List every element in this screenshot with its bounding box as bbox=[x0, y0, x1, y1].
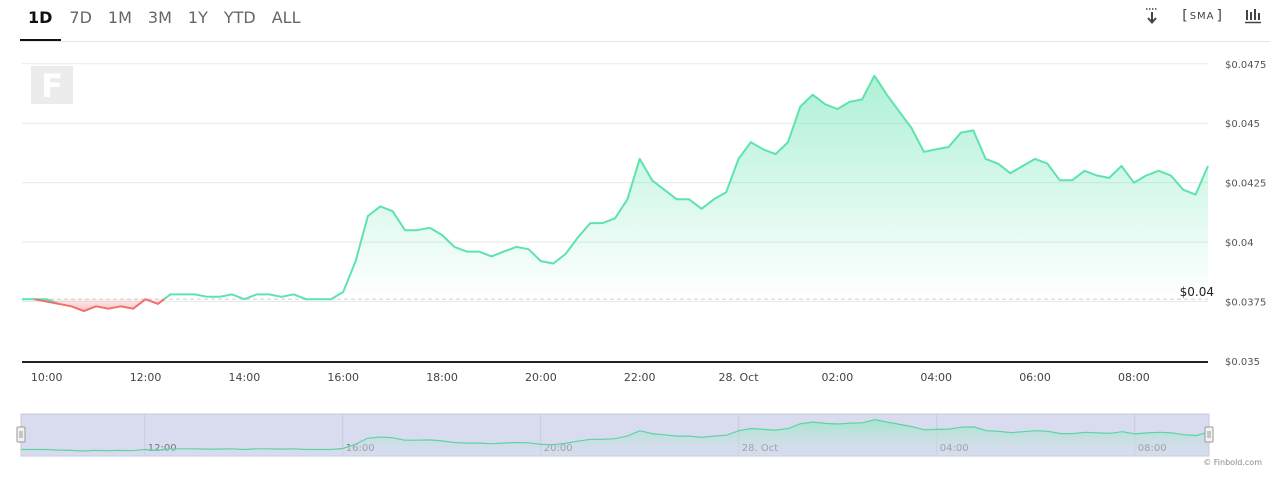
area-above-baseline bbox=[164, 75, 1209, 300]
x-tick-label: 12:00 bbox=[130, 371, 162, 384]
navigator-tick-label: 12:00 bbox=[148, 443, 177, 454]
price-line-down bbox=[34, 298, 165, 313]
tab-1m[interactable]: 1M bbox=[107, 8, 132, 27]
tab-1y[interactable]: 1Y bbox=[187, 8, 208, 27]
x-tick-label: 16:00 bbox=[327, 371, 359, 384]
y-tick-label: $0.0425 bbox=[1225, 179, 1266, 190]
x-tick-label: 28. Oct bbox=[719, 371, 760, 384]
navigator-line bbox=[21, 418, 1210, 452]
x-tick-label: 18:00 bbox=[426, 371, 458, 384]
copyright-notice: © Finbold.com bbox=[1203, 458, 1262, 467]
download-button[interactable] bbox=[1144, 8, 1160, 24]
baseline-label: $0.04 bbox=[1180, 285, 1214, 299]
y-tick-label: $0.0475 bbox=[1225, 60, 1266, 71]
sma-button[interactable]: [ SMA ] bbox=[1182, 8, 1222, 24]
bracket-left: [ bbox=[1182, 8, 1188, 24]
candlestick-icon bbox=[1245, 9, 1261, 24]
x-tick-label: 14:00 bbox=[229, 371, 261, 384]
tab-1d[interactable]: 1D bbox=[20, 0, 62, 42]
x-tick-label: 08:00 bbox=[1118, 371, 1150, 384]
watermark-logo: F bbox=[31, 66, 73, 105]
x-tick-label: 06:00 bbox=[1019, 371, 1051, 384]
x-tick-label: 10:00 bbox=[31, 371, 63, 384]
x-tick-label: 04:00 bbox=[920, 371, 952, 384]
x-tick-label: 22:00 bbox=[624, 371, 656, 384]
download-icon bbox=[1146, 8, 1159, 24]
navigator-handle-right[interactable] bbox=[1204, 426, 1214, 443]
tab-3m[interactable]: 3M bbox=[147, 8, 172, 27]
navigator-area bbox=[21, 419, 1209, 456]
y-tick-label: $0.045 bbox=[1225, 119, 1260, 130]
y-tick-label: $0.0375 bbox=[1225, 298, 1266, 309]
tab-all[interactable]: ALL bbox=[271, 8, 301, 27]
x-tick-label: 20:00 bbox=[525, 371, 557, 384]
tab-7d[interactable]: 7D bbox=[69, 8, 92, 27]
chart-toolbar: [ SMA ] bbox=[1144, 8, 1262, 24]
chart-type-button[interactable] bbox=[1244, 8, 1262, 24]
sma-label: SMA bbox=[1189, 10, 1215, 22]
bracket-right: ] bbox=[1216, 8, 1222, 24]
y-tick-label: $0.035 bbox=[1225, 357, 1260, 368]
navigator-handle-left[interactable] bbox=[16, 426, 26, 443]
x-tick-label: 02:00 bbox=[822, 371, 854, 384]
y-tick-label: $0.04 bbox=[1225, 238, 1254, 249]
price-line-up bbox=[163, 74, 1209, 301]
watermark-letter: F bbox=[41, 67, 63, 105]
timeframe-tabs: 1D 7D 1M 3M 1Y YTD ALL bbox=[20, 0, 309, 42]
tabs-divider bbox=[20, 41, 1270, 42]
tab-ytd[interactable]: YTD bbox=[223, 8, 256, 27]
